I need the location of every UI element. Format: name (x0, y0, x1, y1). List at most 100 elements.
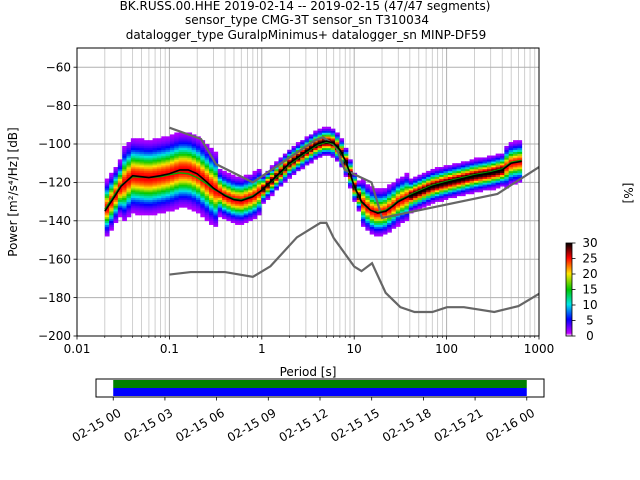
density-cell (443, 186, 449, 189)
density-cell (356, 192, 362, 195)
density-cell (352, 190, 358, 193)
density-cell (152, 190, 158, 193)
density-cell (404, 176, 410, 179)
density-cell (430, 178, 436, 181)
density-cell (130, 151, 136, 154)
density-cell (269, 188, 275, 191)
density-cell (352, 193, 358, 197)
density-cell (217, 172, 223, 176)
density-cell (365, 201, 371, 204)
density-cell (478, 168, 484, 172)
density-cell (109, 172, 114, 176)
density-cell (113, 186, 119, 189)
y-tick-label: −180 (38, 291, 71, 305)
density-cell (113, 182, 119, 185)
density-cell (473, 167, 479, 170)
density-cell (295, 142, 301, 145)
density-cell (252, 201, 258, 204)
density-cell (196, 170, 201, 174)
density-cell (169, 151, 175, 154)
density-cell (135, 140, 140, 143)
density-cell (222, 192, 227, 195)
density-cell (265, 186, 271, 189)
density-cell (517, 174, 523, 177)
density-cell (135, 205, 140, 208)
density-cell (452, 188, 457, 191)
density-cell (395, 188, 401, 191)
density-cell (204, 176, 210, 179)
density-cell (343, 167, 349, 170)
density-cell (191, 144, 197, 147)
density-cell (243, 209, 249, 212)
density-cell (473, 165, 479, 168)
density-cell (256, 193, 262, 197)
density-cell (404, 193, 410, 197)
density-cell (460, 180, 466, 183)
density-cell (473, 157, 479, 160)
density-cell (174, 197, 180, 200)
density-cell (187, 165, 193, 168)
density-cell (200, 157, 206, 160)
density-cell (196, 199, 201, 202)
density-cell (508, 149, 514, 152)
density-cell (356, 188, 362, 191)
density-cell (178, 134, 184, 137)
density-cell (478, 157, 484, 160)
density-cell (421, 186, 427, 189)
density-cell (165, 188, 171, 191)
density-cell (465, 170, 471, 174)
density-cell (265, 193, 271, 197)
density-cell (122, 195, 127, 199)
density-cell (126, 145, 132, 149)
density-cell (243, 215, 249, 218)
density-cell (378, 203, 384, 206)
density-cell (508, 153, 514, 156)
density-cell (456, 182, 462, 185)
density-cell (248, 193, 253, 197)
density-cell (196, 188, 201, 191)
density-cell (165, 163, 171, 166)
density-cell (143, 159, 149, 162)
density-cell (460, 192, 466, 195)
density-cell (343, 155, 349, 158)
density-cell (243, 188, 249, 191)
density-cell (182, 174, 188, 177)
density-cell (447, 190, 453, 193)
density-cell (486, 155, 492, 158)
density-cell (109, 205, 114, 208)
density-cell (213, 216, 219, 220)
density-cell (161, 201, 167, 204)
density-cell (369, 224, 375, 227)
density-cell (300, 159, 305, 162)
density-cell (282, 153, 288, 156)
density-cell (217, 176, 223, 179)
density-cell (165, 180, 171, 183)
density-cell (499, 172, 505, 176)
density-cell (182, 197, 188, 200)
density-cell (426, 176, 431, 179)
density-cell (326, 132, 332, 135)
density-cell (382, 222, 388, 225)
density-cell (174, 142, 180, 145)
density-cell (200, 182, 206, 185)
density-cell (178, 157, 184, 160)
density-cell (495, 178, 501, 181)
density-cell (452, 182, 457, 185)
density-cell (226, 199, 232, 202)
density-cell (239, 178, 245, 181)
density-cell (248, 178, 253, 181)
density-cell (426, 188, 431, 191)
density-cell (365, 222, 371, 225)
density-cell (391, 197, 397, 200)
density-cell (235, 203, 240, 206)
density-cell (213, 167, 219, 170)
density-cell (230, 193, 236, 197)
density-cell (265, 197, 271, 200)
x-tick-label: 1 (258, 342, 266, 356)
density-cell (200, 192, 206, 195)
density-cell (196, 182, 201, 185)
density-cell (152, 159, 158, 162)
density-cell (473, 182, 479, 185)
density-cell (135, 184, 140, 187)
density-cell (196, 167, 201, 170)
